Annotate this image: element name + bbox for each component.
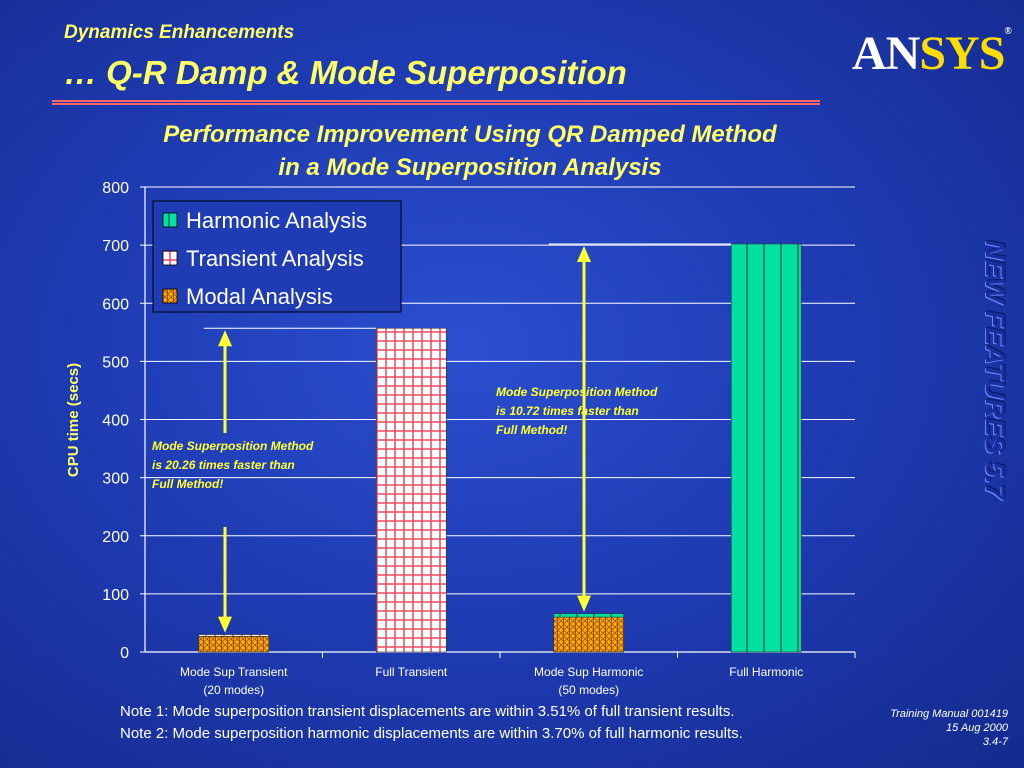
bar-modal-analysis — [198, 636, 270, 653]
y-axis-label: CPU time (secs) — [65, 363, 82, 477]
footer-page: 3.4-7 — [982, 736, 1008, 748]
annotation-line: Mode Superposition Method — [152, 439, 314, 453]
annotation-line: Full Method! — [496, 423, 567, 437]
annotation-line: Full Method! — [152, 477, 223, 491]
chart-title-line-1: Performance Improvement Using QR Damped … — [163, 121, 777, 148]
arrow-head-up — [218, 330, 232, 347]
note-2: Note 2: Mode superposition harmonic disp… — [120, 725, 743, 742]
y-tick-label: 400 — [102, 413, 129, 430]
ansys-logo: ANSYS® — [852, 26, 1012, 81]
logo-accent-text: SYS — [919, 27, 1005, 80]
arrow-2-head — [577, 595, 591, 612]
annotation-line: is 10.72 times faster than — [496, 404, 639, 418]
y-tick-label: 500 — [102, 354, 129, 371]
slide-title: … Q-R Damp & Mode Superposition — [64, 54, 627, 91]
footer-date: 15 Aug 2000 — [946, 722, 1008, 734]
logo-main-text: AN — [852, 27, 920, 80]
bar-transient-analysis — [198, 634, 270, 637]
bar-harmonic-analysis — [553, 613, 625, 618]
x-tick-label: (50 modes) — [558, 683, 619, 697]
footer: Training Manual 001419 15 Aug 2000 3.4-7 — [850, 707, 1008, 749]
x-tick-label: Mode Sup Harmonic — [534, 665, 643, 679]
arrow-head-down — [218, 616, 232, 633]
cpu-time-bar-chart: 0 100 200 300 400 500 600 700 800 CPU time (secs)… — [65, 180, 803, 697]
y-tick-label: 300 — [102, 471, 129, 488]
y-tick-label: 100 — [102, 587, 129, 604]
note-1: Note 1: Mode superposition transient dis… — [120, 703, 735, 720]
chart-title-line-2: in a Mode Superposition Analysis — [278, 154, 662, 181]
annotation-line: Mode Superposition Method — [496, 385, 658, 399]
title-divider — [52, 100, 820, 105]
arrow-2-head — [577, 245, 591, 262]
logo-registered-mark: ® — [1004, 26, 1012, 37]
legend-label: Modal Analysis — [186, 284, 333, 309]
y-tick-label: 200 — [102, 529, 129, 546]
annotation-line: is 20.26 times faster than — [152, 458, 295, 472]
footer-manual: Training Manual 001419 — [890, 708, 1008, 720]
legend-swatch — [162, 250, 178, 266]
legend-swatch — [162, 212, 178, 228]
chart-title: Performance Improvement Using QR Damped … — [90, 118, 850, 184]
x-tick-label: Full Harmonic — [729, 665, 803, 679]
slide-subtitle: Dynamics Enhancements — [64, 22, 295, 43]
legend-label: Transient Analysis — [186, 246, 364, 271]
notes: Note 1: Mode superposition transient dis… — [120, 701, 743, 745]
legend-box — [152, 200, 402, 313]
bar-harmonic-analysis — [730, 243, 802, 653]
legend-swatch — [162, 288, 178, 304]
y-tick-label: 0 — [120, 645, 129, 662]
x-tick-label: (20 modes) — [203, 683, 264, 697]
x-tick-label: Full Transient — [375, 665, 448, 679]
bar-transient-analysis — [375, 327, 447, 653]
y-tick-label: 800 — [102, 180, 129, 197]
y-tick-label: 700 — [102, 238, 129, 255]
bar-modal-analysis — [553, 616, 625, 653]
legend-label: Harmonic Analysis — [186, 208, 367, 233]
y-tick-label: 600 — [102, 296, 129, 313]
x-tick-label: Mode Sup Transient — [180, 665, 288, 679]
